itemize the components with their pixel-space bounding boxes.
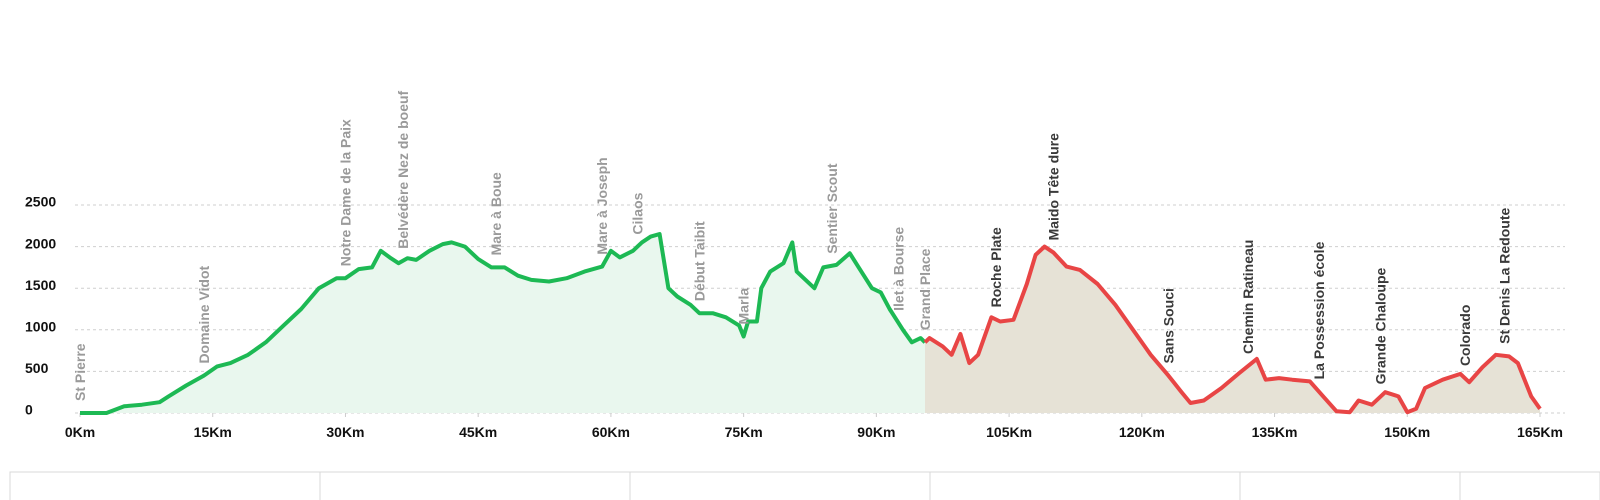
waypoint-label: Ilet à Bourse bbox=[890, 227, 906, 311]
area-fill bbox=[80, 234, 925, 413]
waypoint-label: Colorado bbox=[1457, 305, 1473, 366]
waypoint-label: Début Taibit bbox=[691, 221, 707, 301]
waypoint-label: Belvédère Nez de boeuf bbox=[395, 90, 411, 248]
x-tick-label: 60Km bbox=[592, 424, 630, 440]
waypoint-label: Sans Souci bbox=[1160, 288, 1176, 363]
x-tick-label: 90Km bbox=[857, 424, 895, 440]
waypoint-label: Grand Place bbox=[917, 248, 933, 330]
x-tick-label: 135Km bbox=[1252, 424, 1298, 440]
waypoint-label: Roche Plate bbox=[988, 227, 1004, 307]
tab-strip bbox=[9, 471, 1600, 500]
x-tick-label: 30Km bbox=[326, 424, 364, 440]
y-tick-label: 1000 bbox=[25, 319, 56, 335]
y-tick-label: 2500 bbox=[25, 194, 56, 210]
elevation-line bbox=[923, 244, 1542, 415]
tab bbox=[319, 471, 631, 500]
x-tick-label: 45Km bbox=[459, 424, 497, 440]
x-tick-label: 150Km bbox=[1384, 424, 1430, 440]
waypoint-label: Maido Tête dure bbox=[1045, 133, 1061, 241]
waypoint-label: Domaine Vidot bbox=[196, 265, 212, 363]
area-fill bbox=[925, 246, 1540, 413]
x-tick-label: 165Km bbox=[1517, 424, 1563, 440]
tab bbox=[929, 471, 1241, 500]
waypoint-label: Sentier Scout bbox=[824, 163, 840, 254]
elevation-line bbox=[80, 232, 927, 415]
tab bbox=[9, 471, 321, 500]
waypoint-label: Notre Dame de la Paix bbox=[337, 119, 353, 266]
tab bbox=[1239, 471, 1461, 500]
waypoint-label: Mare à Joseph bbox=[594, 157, 610, 254]
y-tick-label: 500 bbox=[25, 360, 49, 376]
tab bbox=[1459, 471, 1600, 500]
waypoint-label: Cilaos bbox=[629, 192, 645, 234]
y-tick-label: 1500 bbox=[25, 277, 56, 293]
x-tick-label: 120Km bbox=[1119, 424, 1165, 440]
y-tick-label: 0 bbox=[25, 402, 33, 418]
waypoint-label: Chemin Ratineau bbox=[1240, 240, 1256, 354]
x-tick-label: 0Km bbox=[65, 424, 95, 440]
x-tick-label: 75Km bbox=[725, 424, 763, 440]
waypoint-label: Mare à Boue bbox=[488, 172, 504, 255]
waypoint-label: St Denis La Redoute bbox=[1497, 208, 1513, 344]
x-tick-label: 15Km bbox=[194, 424, 232, 440]
x-tick-label: 105Km bbox=[986, 424, 1032, 440]
waypoint-label: La Possession école bbox=[1311, 241, 1327, 379]
y-tick-label: 2000 bbox=[25, 235, 56, 251]
tab bbox=[629, 471, 931, 500]
waypoint-label: Marla bbox=[736, 288, 752, 325]
waypoint-label: St Pierre bbox=[72, 343, 88, 401]
waypoint-label: Grande Chaloupe bbox=[1373, 267, 1389, 384]
